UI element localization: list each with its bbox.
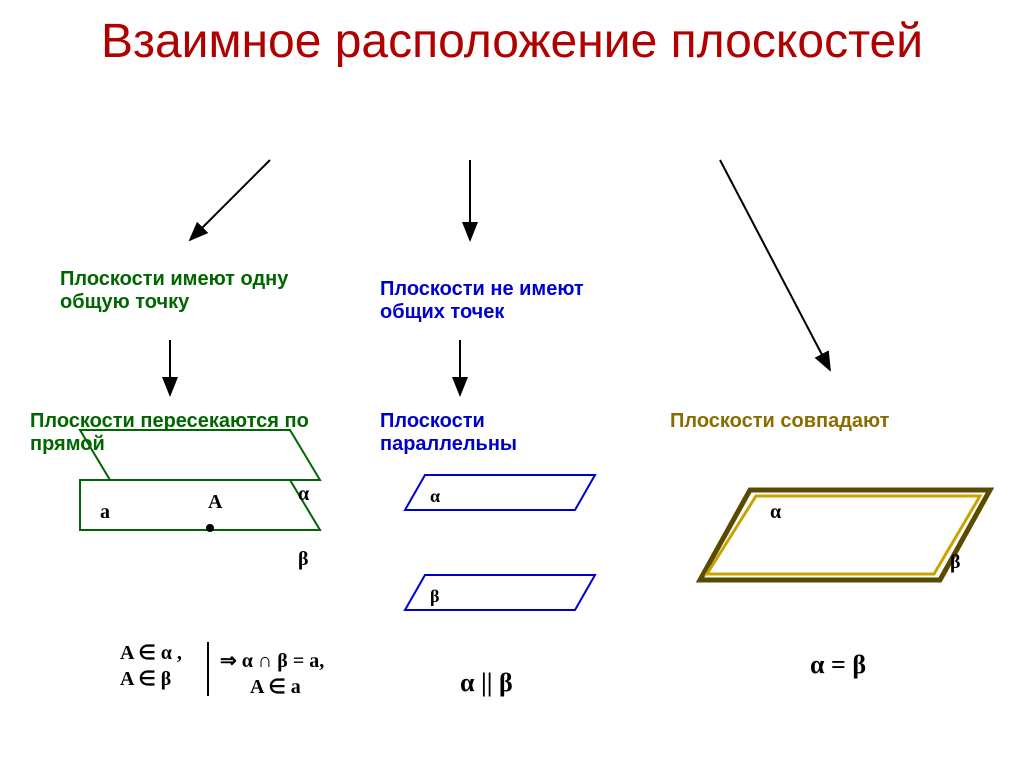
diagram-root: { "title": { "text": "Взаимное расположе… [0, 0, 1024, 768]
formula-right: α = β [810, 650, 866, 680]
formula-left-l2: A ∈ β [120, 666, 171, 691]
arrow-1 [190, 160, 270, 240]
label-alpha-1: α [298, 483, 309, 505]
formula-left-l1: A ∈ α , [120, 640, 182, 665]
arrows-from-title [190, 160, 830, 370]
label-beta-2: β [430, 586, 439, 606]
label-alpha-2: α [430, 486, 440, 506]
label-beta-1: β [298, 548, 309, 570]
coincide-inner [707, 496, 980, 574]
label-alpha-3: α [770, 501, 781, 523]
label-a-lower: a [100, 501, 110, 523]
figure-parallel-planes: α β [405, 475, 595, 610]
formula-left-r1: ⇒ α ∩ β = a, [220, 648, 324, 673]
figure-intersecting-planes: a A α β [80, 430, 320, 570]
arrows-mid [170, 340, 460, 395]
formula-mid: α || β [460, 668, 513, 698]
arrow-3 [720, 160, 830, 370]
point-A [206, 524, 214, 532]
label-A-upper: A [208, 491, 223, 513]
label-beta-3: β [950, 551, 961, 573]
formula-left-r2: A ∈ a [250, 674, 301, 699]
figure-coincident-planes: α β [700, 490, 990, 580]
coincide-outer [700, 490, 990, 580]
